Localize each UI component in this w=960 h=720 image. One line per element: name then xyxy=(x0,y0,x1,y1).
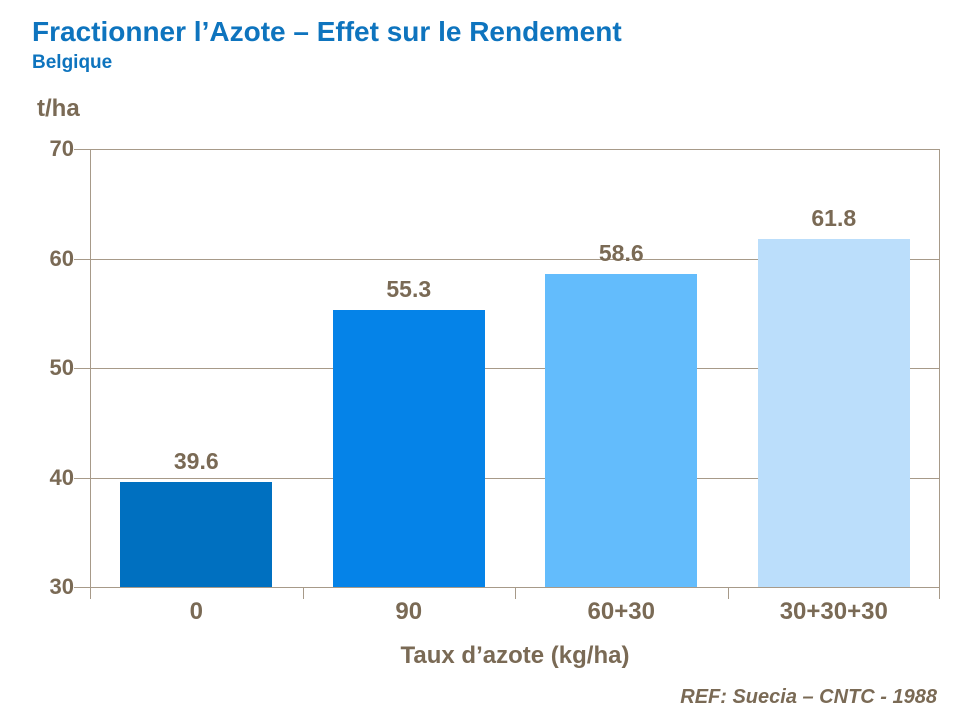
bar-value-label: 61.8 xyxy=(811,204,857,231)
gridline xyxy=(90,149,940,150)
y-tick-label: 60 xyxy=(49,245,74,271)
y-tick-mark xyxy=(74,477,90,479)
reference-text: REF: Suecia – CNTC - 1988 xyxy=(680,686,937,708)
bar-value-label: 39.6 xyxy=(173,447,219,474)
y-tick-mark xyxy=(74,587,90,588)
x-axis-title: Taux d’azote (kg/ha) xyxy=(400,642,630,669)
plot-area: 30 40 50 60 70 39.6 0 55.3 90 58.6 60+30 61.8 30+30+… xyxy=(50,136,940,625)
gridline xyxy=(90,477,940,479)
y-tick-label: 40 xyxy=(49,464,74,490)
bar-value-label: 55.3 xyxy=(386,275,432,302)
y-tick-mark xyxy=(74,149,90,150)
x-tick-mark xyxy=(515,587,516,599)
x-tick-mark xyxy=(728,587,729,599)
gridline xyxy=(90,258,940,260)
chart-subtitle: Belgique xyxy=(32,52,113,73)
chart-title: Fractionner l’Azote – Effet sur le Rende… xyxy=(32,16,622,47)
bar xyxy=(120,481,273,587)
y-tick-mark xyxy=(74,258,90,260)
y-axis-unit-label: t/ha xyxy=(37,95,80,122)
bar xyxy=(757,238,910,587)
y-axis-line xyxy=(90,149,91,599)
bar xyxy=(545,273,698,587)
bar xyxy=(332,309,485,587)
x-tick-mark xyxy=(303,587,304,599)
plot-right-border xyxy=(939,149,940,599)
x-category-label: 90 xyxy=(395,598,423,625)
y-tick-label: 50 xyxy=(49,355,74,380)
x-category-label: 60+30 xyxy=(587,598,655,625)
gridline xyxy=(90,368,940,369)
y-tick-label: 70 xyxy=(49,136,74,161)
bar-value-label: 58.6 xyxy=(598,239,644,266)
x-category-label: 30+30+30 xyxy=(779,598,888,625)
y-tick-label: 30 xyxy=(49,574,74,599)
y-tick-mark xyxy=(74,368,90,369)
x-category-label: 0 xyxy=(189,598,203,625)
